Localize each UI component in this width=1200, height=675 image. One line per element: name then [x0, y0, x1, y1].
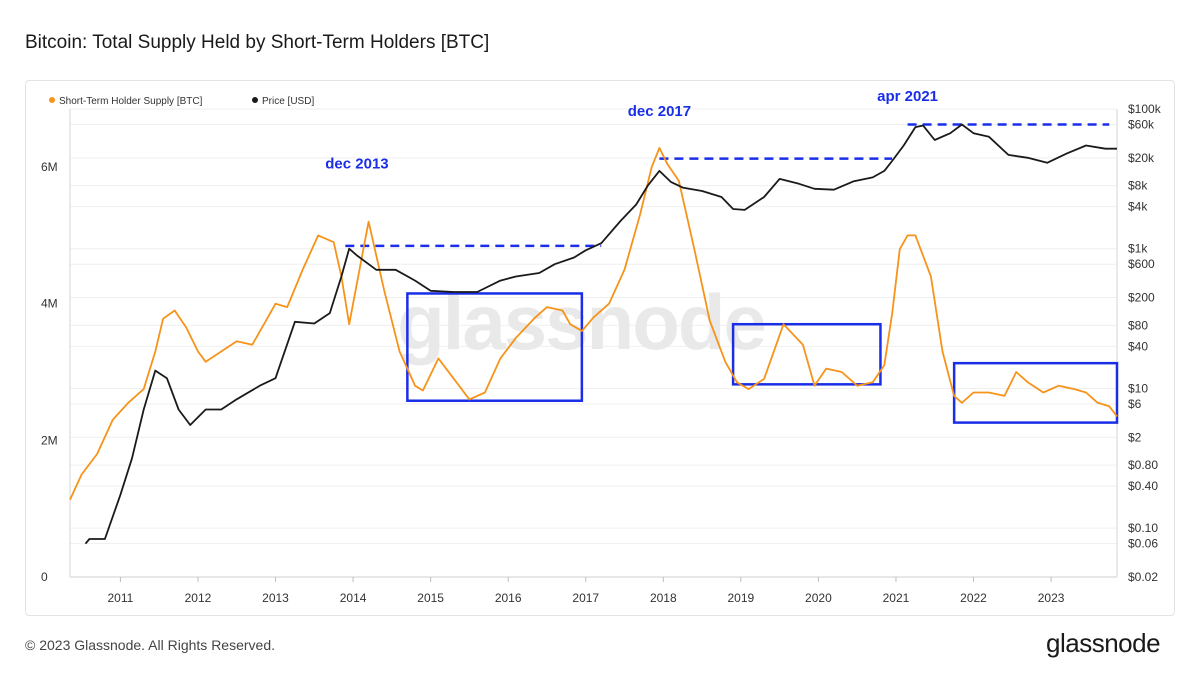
chart-svg: glassnode 02M4M6M$0.02$0.06$0.10$0.40$0.… — [41, 88, 1162, 605]
brand-logo: glassnode — [1046, 628, 1161, 658]
highlight-box — [731, 322, 882, 386]
x-tick-label: 2011 — [108, 591, 134, 605]
right-tick-label: $0.02 — [1128, 570, 1158, 584]
right-tick-label: $40 — [1128, 339, 1148, 353]
right-tick-label: $100k — [1128, 102, 1162, 116]
left-tick-label: 6M — [41, 160, 58, 174]
left-tick-label: 0 — [41, 570, 48, 584]
chart-panel: glassnode 0 2M 4M 6M $0.02 $0.06 $0.10 $0.40 $0.… — [25, 80, 1175, 616]
right-tick-label: $1k — [1128, 242, 1148, 256]
right-tick-label: $6 — [1128, 397, 1142, 411]
right-tick-label: $80 — [1128, 318, 1148, 332]
series-lines — [69, 123, 1118, 545]
right-tick-label: $4k — [1128, 200, 1148, 214]
annotation-label: dec 2017 — [628, 103, 691, 120]
grid — [70, 108, 1117, 578]
x-tick-label: 2017 — [572, 591, 599, 605]
highlight-box — [406, 292, 584, 402]
right-tick-label: $600 — [1128, 257, 1155, 271]
legend: Short-Term Holder Supply [BTC] Price [USD… — [49, 96, 314, 107]
annotations: dec 2013 dec 2017 apr 2021 — [325, 88, 938, 173]
x-tick-label: 2014 — [340, 591, 367, 605]
x-tick-label: 2022 — [960, 591, 987, 605]
right-tick-label: $10 — [1128, 381, 1148, 395]
x-tick-label: 2023 — [1038, 591, 1065, 605]
annotation-label: apr 2021 — [877, 88, 938, 105]
right-tick-label: $8k — [1128, 179, 1148, 193]
right-tick-label: $200 — [1128, 291, 1155, 305]
x-tick-label: 2015 — [417, 591, 444, 605]
right-tick-label: $0.40 — [1128, 479, 1158, 493]
legend-label: Short-Term Holder Supply [BTC] — [59, 96, 203, 107]
right-tick-label: $20k — [1128, 151, 1155, 165]
x-tick-label: 2013 — [262, 591, 289, 605]
x-tick-label: 2018 — [650, 591, 677, 605]
x-tick-label: 2012 — [185, 591, 212, 605]
x-tick-label: 2016 — [495, 591, 522, 605]
legend-label: Price [USD] — [262, 96, 314, 107]
reference-lines — [345, 123, 1110, 248]
x-tick-label: 2019 — [728, 591, 755, 605]
right-tick-label: $0.06 — [1128, 537, 1158, 551]
x-tick-label: 2020 — [805, 591, 832, 605]
right-tick-label: $60k — [1128, 117, 1155, 131]
left-tick-label: 4M — [41, 297, 58, 311]
copyright-text: © 2023 Glassnode. All Rights Reserved. — [25, 637, 276, 653]
legend-marker — [49, 97, 55, 103]
right-tick-label: $0.10 — [1128, 521, 1158, 535]
chart-title: Bitcoin: Total Supply Held by Short-Term… — [25, 32, 490, 53]
right-tick-label: $2 — [1128, 430, 1142, 444]
sth-supply-line — [69, 147, 1118, 501]
price-line — [84, 123, 1117, 545]
annotation-label: dec 2013 — [325, 156, 388, 173]
x-tick-label: 2021 — [883, 591, 910, 605]
right-tick-label: $0.80 — [1128, 458, 1158, 472]
left-tick-label: 2M — [41, 433, 58, 447]
legend-marker — [252, 97, 258, 103]
